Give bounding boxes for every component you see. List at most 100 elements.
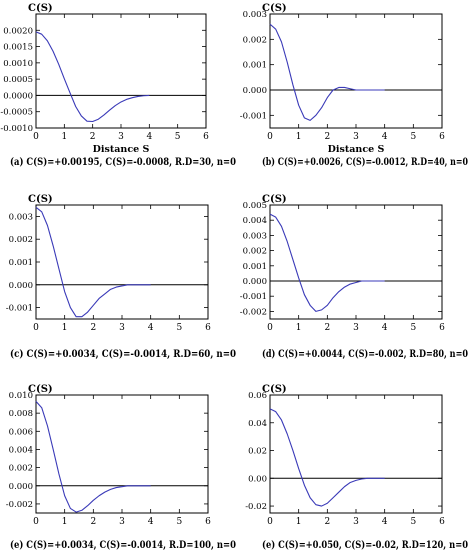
y-tick-label: 0.003 (243, 10, 267, 20)
y-tick-label: -0.002 (240, 307, 267, 317)
y-tick-label: 0.006 (9, 427, 33, 437)
y-axis-label: C(S) (262, 194, 287, 205)
x-tick-label: 0 (267, 132, 273, 142)
panel-caption: (e) C(S)=+0.0034, C(S)=-0.0014, R.D=100,… (10, 540, 236, 551)
panel-caption: (b) C(S)=+0.0026, C(S)=-0.0012, R.D=40, … (262, 157, 468, 168)
chart-panel-4: 0 1 2 3 4 5 6 -0.002 -0.001 0.000 0.001 0.002 0.003 0… (240, 194, 468, 360)
x-tick-label: 3 (119, 323, 125, 333)
x-axis-label: Distance S (328, 144, 385, 155)
y-tick-label: 0.000 (9, 281, 33, 291)
x-tick-label: 6 (439, 323, 445, 333)
y-tick-label: 0.002 (243, 35, 267, 45)
x-tick-label: 2 (324, 517, 330, 527)
y-tick-label: 0.001 (243, 262, 267, 272)
x-tick-label: 3 (353, 517, 359, 527)
y-axis-label: C(S) (28, 194, 53, 205)
panel-caption: (c) C(S)=+0.0034, C(S)=-0.0014, R.D=60, … (10, 349, 236, 360)
x-tick-label: 3 (118, 132, 124, 142)
y-tick-label: 0.000 (243, 86, 267, 96)
x-tick-label: 5 (176, 517, 182, 527)
y-tick-label: 0.001 (243, 61, 267, 71)
x-tick-label: 2 (90, 517, 96, 527)
y-tick-label: 0.0020 (3, 26, 33, 36)
y-tick-label: 0.005 (243, 201, 267, 211)
y-tick-label: -0.001 (240, 292, 267, 302)
x-tick-label: 1 (62, 517, 68, 527)
y-tick-label: 0.004 (243, 216, 267, 226)
y-tick-label: 0.003 (9, 212, 33, 222)
x-tick-label: 6 (439, 132, 445, 142)
y-axis-label: C(S) (28, 3, 53, 14)
plot-frame (35, 204, 209, 320)
x-tick-label: 1 (296, 323, 302, 333)
x-tick-label: 5 (410, 323, 416, 333)
y-axis-label: C(S) (262, 3, 287, 14)
chart-panel-6: 0 1 2 3 4 5 6 -0.02 0.00 0.02 0.04 0.06C(S) (e) C(S)… (245, 384, 468, 551)
panel-caption: (d) C(S)=+0.0044, C(S)=-0.002, R.D=80, n… (262, 349, 468, 360)
series-line (269, 23, 385, 121)
y-axis-label: C(S) (28, 384, 53, 395)
y-tick-label: 0.000 (243, 277, 267, 287)
chart-panel-3: 0 1 2 3 4 5 6 -0.001 0.000 0.001 0.002 0.003 C(S) (c)… (6, 194, 236, 360)
x-tick-label: 3 (353, 323, 359, 333)
y-tick-label: 0.0015 (3, 43, 33, 53)
chart-panel-1: 0 1 2 3 4 5 6 -0.0010 -0.0005 0.0000 0.0005 0.0010 0… (0, 3, 236, 168)
x-axis-label: Distance S (93, 144, 150, 155)
y-tick-label: 0.002 (9, 235, 33, 245)
y-tick-label: -0.002 (6, 500, 33, 510)
y-tick-label: 0.00 (248, 474, 267, 484)
y-tick-label: 0.003 (243, 231, 267, 241)
x-tick-label: 6 (205, 323, 211, 333)
x-tick-label: 2 (90, 323, 96, 333)
x-tick-label: 1 (62, 323, 68, 333)
series-line (35, 206, 151, 318)
x-tick-label: 2 (324, 132, 330, 142)
x-tick-label: 3 (119, 517, 125, 527)
y-tick-label: 0.0000 (3, 91, 33, 101)
series-line (269, 408, 385, 507)
plot-frame (269, 394, 443, 514)
x-tick-label: 5 (410, 132, 416, 142)
x-tick-label: 4 (146, 132, 152, 142)
x-tick-label: 3 (353, 132, 359, 142)
x-tick-label: 6 (439, 517, 445, 527)
x-tick-label: 4 (148, 517, 154, 527)
y-tick-label: 0.002 (9, 464, 33, 474)
x-tick-label: 5 (176, 323, 182, 333)
y-tick-label: -0.001 (6, 304, 33, 314)
x-tick-label: 0 (33, 323, 39, 333)
x-tick-label: 1 (296, 517, 302, 527)
plot-frame (269, 13, 443, 129)
x-tick-label: 5 (175, 132, 181, 142)
chart-panel-5: 0 1 2 3 4 5 6 -0.002 0.000 0.002 0.004 0.006 0.008 0.… (6, 384, 236, 551)
x-tick-label: 0 (267, 517, 273, 527)
x-tick-label: 6 (203, 132, 209, 142)
x-tick-label: 2 (324, 323, 330, 333)
y-tick-label: 0.06 (248, 391, 267, 401)
x-tick-label: 2 (90, 132, 96, 142)
y-tick-label: 0.002 (243, 247, 267, 257)
x-tick-label: 4 (382, 132, 388, 142)
plot-frame (269, 204, 443, 320)
y-tick-label: 0.008 (9, 409, 33, 419)
y-tick-label: 0.02 (248, 447, 267, 457)
panel-caption: (a) C(S)=+0.00195, C(S)=-0.0008, R.D=30,… (10, 157, 236, 168)
y-tick-label: -0.0010 (0, 124, 33, 134)
x-tick-label: 4 (382, 517, 388, 527)
x-tick-label: 5 (410, 517, 416, 527)
y-tick-label: 0.004 (9, 445, 33, 455)
x-tick-label: 1 (296, 132, 302, 142)
x-tick-label: 0 (267, 323, 273, 333)
x-tick-label: 1 (61, 132, 67, 142)
y-tick-label: 0.001 (9, 258, 33, 268)
x-tick-label: 6 (205, 517, 211, 527)
series-line (269, 213, 385, 312)
y-tick-label: -0.001 (240, 111, 267, 121)
plot-frame (35, 394, 209, 514)
x-tick-label: 4 (148, 323, 154, 333)
x-tick-label: 0 (33, 517, 39, 527)
series-line (35, 400, 151, 513)
x-tick-label: 4 (382, 323, 388, 333)
